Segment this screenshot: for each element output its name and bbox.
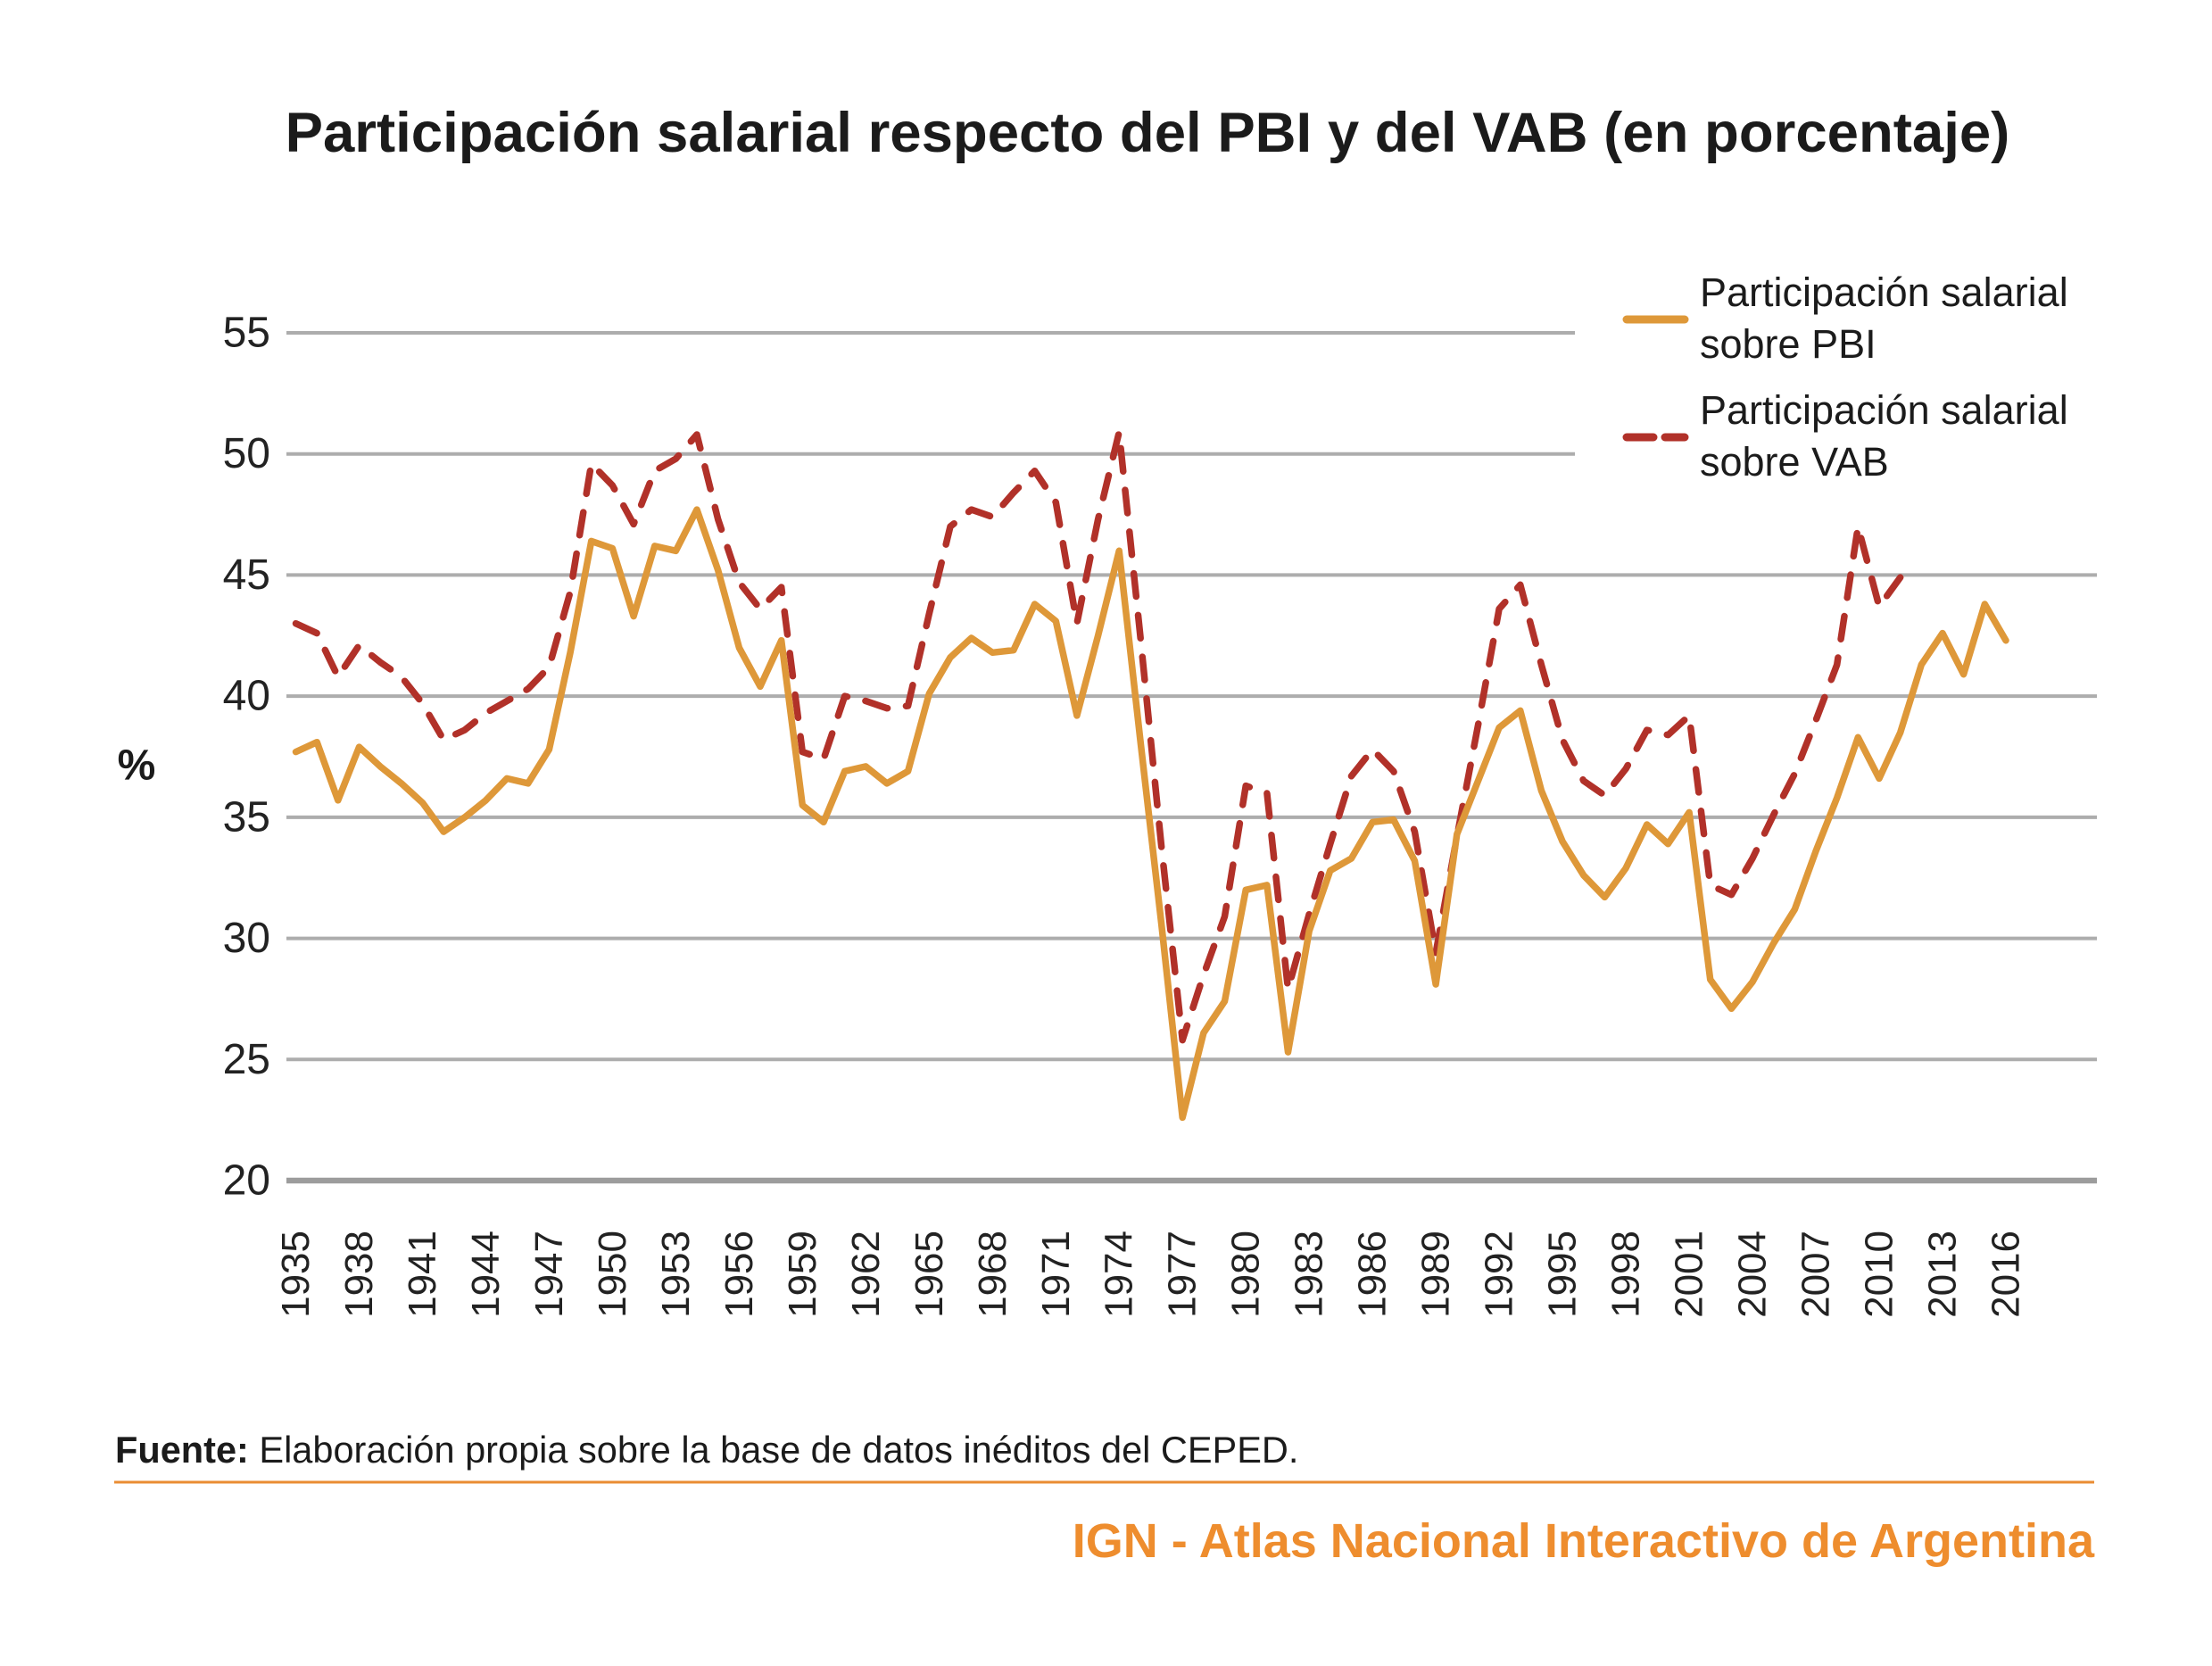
svg-text:%: % bbox=[118, 742, 156, 790]
svg-text:2010: 2010 bbox=[1858, 1231, 1901, 1318]
svg-text:1941: 1941 bbox=[401, 1231, 444, 1318]
svg-text:50: 50 bbox=[223, 430, 270, 477]
svg-text:2013: 2013 bbox=[1921, 1231, 1965, 1318]
svg-text:1947: 1947 bbox=[527, 1231, 571, 1318]
svg-text:1959: 1959 bbox=[781, 1231, 824, 1318]
svg-text:2016: 2016 bbox=[1984, 1231, 2028, 1318]
svg-text:1935: 1935 bbox=[274, 1231, 318, 1318]
svg-text:1953: 1953 bbox=[654, 1231, 698, 1318]
svg-text:2004: 2004 bbox=[1731, 1231, 1775, 1318]
svg-text:55: 55 bbox=[223, 310, 270, 357]
svg-text:1968: 1968 bbox=[971, 1231, 1015, 1318]
svg-text:1962: 1962 bbox=[844, 1231, 888, 1318]
svg-text:1989: 1989 bbox=[1414, 1231, 1458, 1318]
svg-text:1974: 1974 bbox=[1098, 1231, 1141, 1318]
svg-text:Fuente: Elaboración propia sob: Fuente: Elaboración propia sobre la base… bbox=[115, 1429, 1298, 1471]
svg-text:1977: 1977 bbox=[1161, 1231, 1205, 1318]
svg-text:IGN - Atlas Nacional Interacti: IGN - Atlas Nacional Interactivo de Arge… bbox=[1073, 1514, 2095, 1568]
svg-text:2007: 2007 bbox=[1794, 1231, 1838, 1318]
svg-text:Participación salarial: Participación salarial bbox=[1700, 387, 2068, 433]
svg-text:Participación salarial: Participación salarial bbox=[1700, 269, 2068, 315]
svg-text:30: 30 bbox=[223, 915, 270, 962]
svg-text:1956: 1956 bbox=[717, 1231, 761, 1318]
svg-text:1983: 1983 bbox=[1288, 1231, 1331, 1318]
svg-text:1980: 1980 bbox=[1224, 1231, 1268, 1318]
svg-text:1995: 1995 bbox=[1541, 1231, 1585, 1318]
svg-text:Participación salarial respect: Participación salarial respecto del PBI … bbox=[286, 102, 2010, 164]
svg-text:2001: 2001 bbox=[1668, 1231, 1711, 1318]
svg-text:1986: 1986 bbox=[1351, 1231, 1395, 1318]
svg-text:1938: 1938 bbox=[337, 1231, 381, 1318]
svg-text:1965: 1965 bbox=[907, 1231, 951, 1318]
svg-text:25: 25 bbox=[223, 1036, 270, 1083]
svg-text:1992: 1992 bbox=[1478, 1231, 1521, 1318]
svg-text:35: 35 bbox=[223, 793, 270, 841]
svg-text:sobre VAB: sobre VAB bbox=[1700, 439, 1889, 485]
svg-text:1944: 1944 bbox=[464, 1231, 508, 1318]
svg-text:1950: 1950 bbox=[591, 1231, 634, 1318]
svg-text:1971: 1971 bbox=[1034, 1231, 1078, 1318]
svg-text:20: 20 bbox=[223, 1157, 270, 1205]
svg-text:45: 45 bbox=[223, 551, 270, 599]
svg-text:40: 40 bbox=[223, 673, 270, 720]
svg-text:sobre PBI: sobre PBI bbox=[1700, 321, 1876, 367]
svg-text:1998: 1998 bbox=[1604, 1231, 1648, 1318]
